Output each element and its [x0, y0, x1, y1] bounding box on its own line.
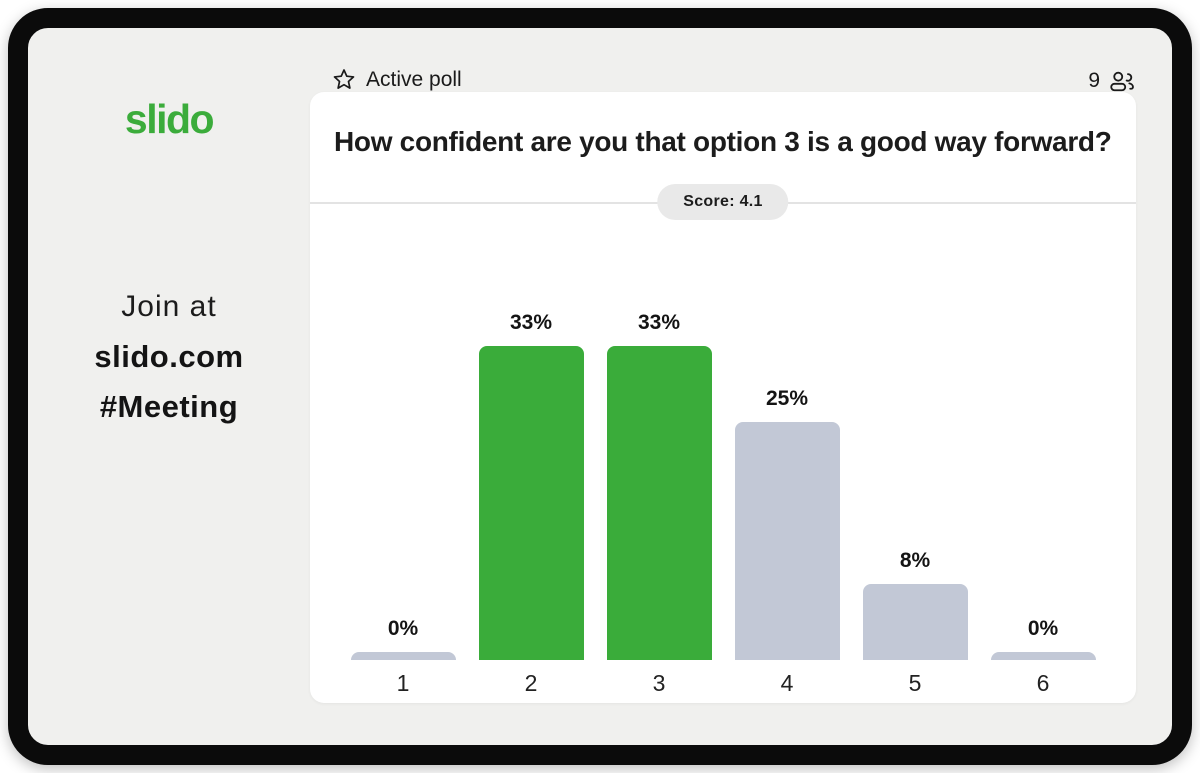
bar-value-label: 33% — [637, 311, 681, 334]
category-label: 4 — [780, 670, 794, 696]
category-label: 3 — [652, 670, 666, 696]
sidebar: slido Join at slido.com #Meeting — [28, 28, 310, 745]
chart-column: 33% 2 — [478, 311, 584, 697]
bar — [862, 584, 968, 660]
poll-status: Active poll — [332, 68, 462, 92]
bar-value-label: 33% — [509, 311, 553, 334]
bar — [990, 652, 1096, 660]
category-label: 5 — [908, 670, 922, 696]
star-icon — [332, 68, 356, 92]
chart-column: 33% 3 — [606, 311, 712, 697]
participants: 9 — [310, 68, 1136, 94]
status-label: Active poll — [366, 68, 462, 91]
poll-bar-chart: 0% 1 33% 2 33% 3 25% 4 8% 5 0% 6 — [310, 311, 1136, 697]
category-label: 6 — [1036, 670, 1050, 696]
chart-column: 25% 4 — [734, 387, 840, 697]
poll-question: How confident are you that option 3 is a… — [334, 126, 1112, 157]
category-label: 2 — [524, 670, 538, 696]
bar — [350, 652, 456, 660]
bar-value-label: 0% — [1027, 617, 1059, 640]
score-badge: Score: 4.1 — [657, 184, 789, 220]
bar-value-label: 25% — [765, 387, 809, 410]
participants-count: 9 — [1088, 69, 1100, 92]
presentation-frame: slido Join at slido.com #Meeting Active … — [8, 8, 1192, 765]
bar-value-label: 0% — [387, 617, 419, 640]
chart-column: 0% 1 — [350, 617, 456, 697]
join-instructions: Join at slido.com #Meeting — [28, 290, 310, 439]
slido-logo: slido — [124, 96, 215, 142]
event-code: #Meeting — [99, 389, 239, 424]
users-icon — [1108, 68, 1136, 94]
bar-value-label: 8% — [899, 549, 931, 572]
bar — [606, 346, 712, 660]
chart-column: 0% 6 — [990, 617, 1096, 697]
bar — [478, 346, 584, 660]
join-url: slido.com — [94, 339, 244, 374]
category-label: 1 — [396, 670, 410, 696]
chart-column: 8% 5 — [862, 549, 968, 697]
poll-card: How confident are you that option 3 is a… — [310, 92, 1136, 703]
join-at-label: Join at — [121, 290, 217, 323]
bar — [734, 422, 840, 660]
